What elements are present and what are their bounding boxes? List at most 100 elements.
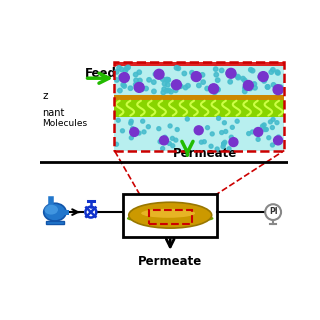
- Circle shape: [114, 70, 119, 74]
- Circle shape: [154, 69, 164, 79]
- Circle shape: [183, 85, 188, 90]
- Ellipse shape: [128, 215, 213, 222]
- Circle shape: [119, 73, 129, 83]
- Circle shape: [161, 90, 165, 95]
- Bar: [64, 210, 68, 215]
- Circle shape: [271, 83, 276, 87]
- Circle shape: [171, 144, 175, 148]
- Bar: [115, 95, 284, 117]
- Circle shape: [133, 72, 138, 77]
- Circle shape: [171, 136, 174, 140]
- Circle shape: [191, 72, 201, 82]
- Circle shape: [144, 86, 148, 91]
- Circle shape: [115, 142, 118, 146]
- Circle shape: [275, 70, 279, 74]
- Circle shape: [243, 78, 247, 83]
- Text: Molecules: Molecules: [43, 119, 88, 128]
- Circle shape: [157, 74, 161, 78]
- Circle shape: [205, 86, 209, 91]
- Circle shape: [222, 142, 226, 146]
- Circle shape: [226, 71, 230, 76]
- Circle shape: [221, 145, 225, 148]
- Circle shape: [119, 67, 124, 72]
- Circle shape: [215, 78, 220, 82]
- Ellipse shape: [44, 203, 66, 221]
- Circle shape: [233, 140, 237, 144]
- Circle shape: [209, 84, 219, 94]
- Circle shape: [210, 132, 214, 136]
- Circle shape: [258, 72, 268, 82]
- Circle shape: [197, 83, 201, 88]
- Circle shape: [275, 121, 279, 124]
- Circle shape: [229, 138, 238, 147]
- Circle shape: [256, 137, 260, 141]
- Circle shape: [260, 124, 265, 128]
- Circle shape: [226, 68, 236, 78]
- Circle shape: [216, 87, 220, 92]
- Circle shape: [268, 120, 272, 124]
- Circle shape: [134, 83, 144, 92]
- Circle shape: [194, 126, 203, 135]
- Circle shape: [167, 88, 171, 93]
- Circle shape: [252, 82, 257, 86]
- Bar: [115, 62, 284, 150]
- Circle shape: [190, 70, 194, 75]
- Circle shape: [212, 90, 217, 94]
- Circle shape: [202, 140, 206, 144]
- Circle shape: [258, 75, 262, 79]
- Circle shape: [267, 136, 271, 140]
- Ellipse shape: [44, 205, 58, 215]
- Circle shape: [236, 74, 240, 79]
- Circle shape: [164, 89, 169, 93]
- Circle shape: [248, 86, 252, 91]
- Circle shape: [175, 128, 179, 132]
- Bar: [115, 117, 284, 150]
- Circle shape: [271, 68, 275, 72]
- Circle shape: [265, 84, 270, 89]
- Circle shape: [254, 128, 263, 136]
- Circle shape: [133, 82, 138, 87]
- Circle shape: [244, 81, 253, 90]
- Circle shape: [174, 66, 179, 70]
- Circle shape: [165, 77, 170, 82]
- Circle shape: [243, 89, 247, 94]
- Circle shape: [251, 130, 254, 134]
- Circle shape: [276, 135, 281, 139]
- Circle shape: [220, 68, 224, 73]
- Circle shape: [126, 65, 130, 69]
- Circle shape: [179, 84, 183, 88]
- Circle shape: [201, 80, 205, 84]
- Circle shape: [209, 144, 213, 148]
- Circle shape: [228, 80, 232, 84]
- Circle shape: [273, 85, 283, 95]
- Circle shape: [271, 117, 275, 122]
- Circle shape: [119, 75, 123, 79]
- Circle shape: [117, 66, 121, 70]
- Circle shape: [243, 86, 247, 90]
- Circle shape: [223, 140, 227, 144]
- Circle shape: [169, 90, 173, 94]
- Circle shape: [129, 136, 133, 140]
- Text: nant: nant: [43, 108, 65, 118]
- Circle shape: [222, 142, 226, 146]
- Text: Permeate: Permeate: [173, 147, 237, 160]
- Circle shape: [116, 118, 120, 122]
- Circle shape: [278, 85, 283, 89]
- Bar: [123, 194, 217, 237]
- Circle shape: [265, 204, 281, 220]
- Circle shape: [160, 136, 168, 145]
- Circle shape: [172, 80, 181, 90]
- Circle shape: [129, 121, 133, 125]
- Circle shape: [164, 77, 169, 82]
- Circle shape: [263, 77, 267, 81]
- Circle shape: [121, 83, 125, 87]
- Circle shape: [276, 71, 280, 75]
- Circle shape: [161, 147, 164, 150]
- Circle shape: [168, 124, 172, 128]
- Circle shape: [236, 76, 240, 80]
- Bar: [115, 95, 284, 100]
- Circle shape: [167, 141, 171, 145]
- Circle shape: [160, 77, 165, 81]
- Circle shape: [130, 128, 139, 136]
- Circle shape: [137, 70, 141, 75]
